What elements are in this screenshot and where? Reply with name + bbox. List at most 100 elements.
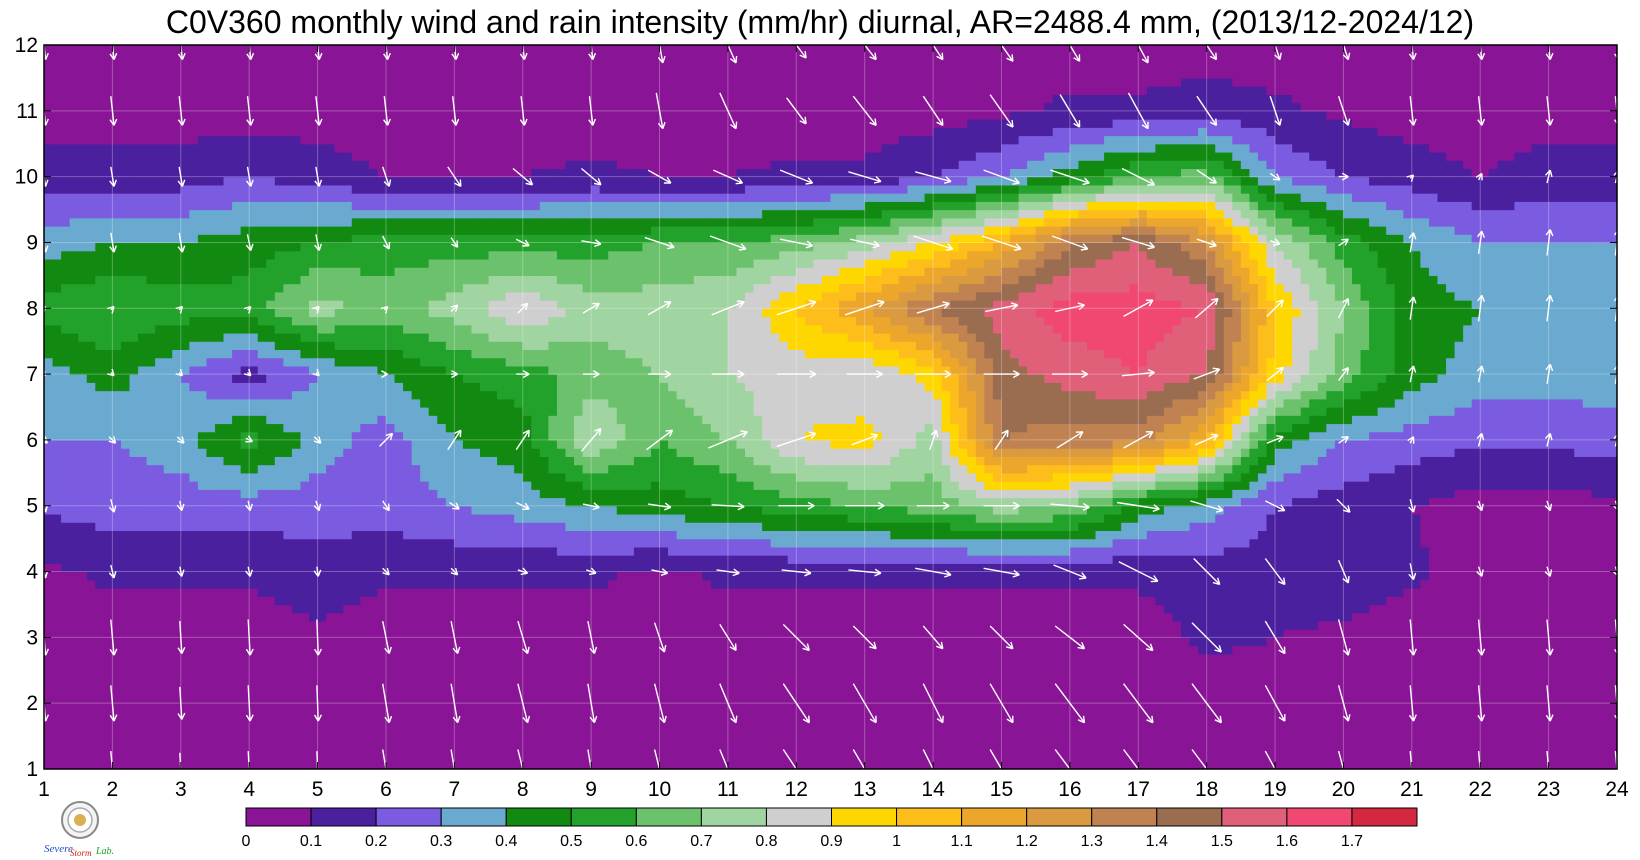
contour-cell bbox=[112, 571, 122, 581]
contour-cell bbox=[907, 760, 917, 769]
contour-cell bbox=[1369, 637, 1379, 647]
contour-cell bbox=[548, 686, 558, 696]
contour-cell bbox=[505, 736, 515, 745]
contour-cell bbox=[787, 546, 797, 556]
contour-cell bbox=[69, 546, 79, 556]
contour-cell bbox=[155, 653, 165, 663]
contour-cell bbox=[497, 744, 507, 754]
contour-cell bbox=[360, 563, 370, 573]
contour-cell bbox=[1027, 760, 1037, 769]
contour-cell bbox=[1181, 752, 1191, 762]
contour-cell bbox=[1446, 670, 1456, 680]
contour-cell bbox=[61, 719, 71, 729]
contour-cell bbox=[471, 686, 481, 696]
contour-cell bbox=[462, 727, 473, 737]
contour-cell bbox=[163, 719, 173, 729]
contour-cell bbox=[531, 670, 541, 680]
contour-cell bbox=[232, 760, 242, 769]
contour-cell bbox=[984, 744, 994, 754]
contour-cell bbox=[232, 563, 242, 573]
contour-cell bbox=[146, 546, 156, 556]
contour-cell bbox=[745, 579, 755, 589]
contour-cell bbox=[206, 563, 216, 573]
contour-cell bbox=[1317, 579, 1327, 589]
contour-cell bbox=[1086, 694, 1097, 704]
contour-cell bbox=[1446, 629, 1456, 638]
contour-cell bbox=[1206, 703, 1216, 713]
contour-cell bbox=[1172, 744, 1182, 754]
contour-cell bbox=[1557, 694, 1567, 704]
contour-cell bbox=[1608, 760, 1617, 769]
contour-cell bbox=[1608, 719, 1617, 729]
contour-cell bbox=[129, 588, 139, 597]
contour-cell bbox=[1480, 588, 1490, 597]
contour-cell bbox=[727, 637, 738, 647]
contour-cell bbox=[283, 571, 293, 581]
contour-cell bbox=[1565, 620, 1575, 630]
contour-cell bbox=[428, 555, 438, 564]
contour-cell bbox=[1369, 645, 1379, 655]
contour-cell bbox=[1565, 727, 1575, 737]
contour-cell bbox=[1343, 571, 1353, 581]
contour-cell bbox=[368, 760, 379, 769]
contour-cell bbox=[591, 571, 601, 581]
contour-cell bbox=[1565, 736, 1575, 745]
contour-cell bbox=[1172, 612, 1182, 622]
contour-cell bbox=[779, 752, 789, 762]
contour-cell bbox=[1292, 703, 1302, 713]
contour-cell bbox=[856, 563, 866, 573]
contour-cell bbox=[856, 620, 866, 630]
contour-cell bbox=[1488, 703, 1498, 713]
contour-cell bbox=[1454, 752, 1464, 762]
contour-cell bbox=[1317, 612, 1327, 622]
contour-cell bbox=[266, 579, 276, 589]
contour-cell bbox=[898, 555, 909, 564]
contour-cell bbox=[411, 670, 421, 680]
contour-cell bbox=[1497, 736, 1507, 745]
contour-cell bbox=[898, 727, 909, 737]
contour-cell bbox=[531, 653, 541, 663]
contour-cell bbox=[1300, 760, 1310, 769]
contour-cell bbox=[1497, 719, 1507, 729]
contour-cell bbox=[1249, 678, 1259, 688]
contour-cell bbox=[890, 571, 900, 581]
contour-cell bbox=[1069, 719, 1080, 729]
contour-cell bbox=[702, 546, 712, 556]
contour-cell bbox=[1377, 678, 1387, 688]
contour-cell bbox=[1386, 546, 1396, 556]
contour-cell bbox=[984, 670, 994, 680]
contour-cell bbox=[454, 637, 464, 647]
contour-cell bbox=[933, 596, 943, 606]
contour-cell bbox=[762, 719, 772, 729]
contour-cell bbox=[497, 546, 507, 556]
contour-cell bbox=[1480, 629, 1490, 638]
contour-cell bbox=[471, 736, 481, 745]
contour-cell bbox=[1343, 546, 1353, 556]
contour-cell bbox=[1215, 662, 1225, 671]
contour-cell bbox=[257, 711, 267, 721]
contour-cell bbox=[411, 727, 421, 737]
contour-cell bbox=[266, 662, 276, 671]
contour-cell bbox=[1411, 744, 1421, 754]
contour-cell bbox=[1591, 736, 1601, 745]
contour-cell bbox=[574, 686, 584, 696]
contour-cell bbox=[847, 563, 857, 573]
contour-cell bbox=[565, 736, 575, 745]
contour-cell bbox=[702, 563, 712, 573]
contour-cell bbox=[1505, 711, 1516, 721]
contour-cell bbox=[146, 555, 156, 564]
contour-cell bbox=[924, 711, 934, 721]
contour-cell bbox=[377, 653, 387, 663]
contour-cell bbox=[1326, 645, 1336, 655]
contour-cell bbox=[1266, 703, 1276, 713]
contour-cell bbox=[668, 686, 678, 696]
contour-cell bbox=[249, 645, 259, 655]
contour-cell bbox=[1343, 604, 1353, 614]
contour-cell bbox=[1086, 604, 1097, 614]
contour-cell bbox=[616, 760, 626, 769]
contour-cell bbox=[992, 662, 1003, 671]
contour-cell bbox=[898, 571, 909, 581]
contour-cell bbox=[745, 744, 755, 754]
contour-cell bbox=[907, 637, 917, 647]
contour-cell bbox=[659, 555, 669, 564]
